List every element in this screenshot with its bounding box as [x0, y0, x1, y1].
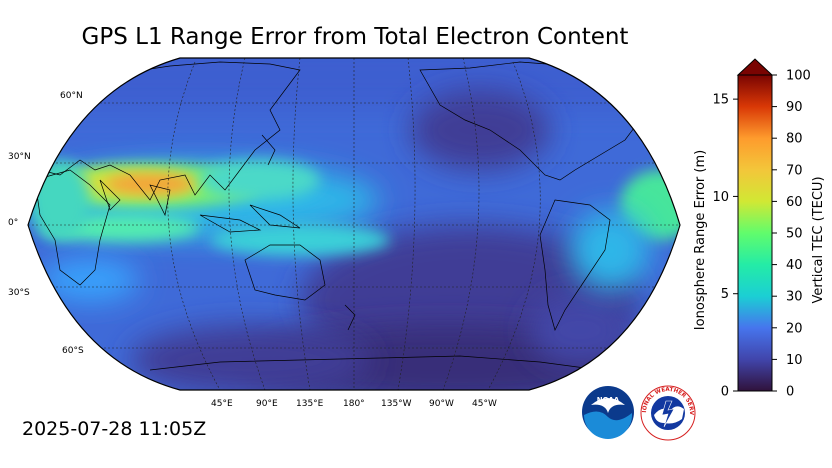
- lon-label-135w: 135°W: [381, 399, 412, 409]
- lat-label-30n: 30°N: [8, 152, 31, 162]
- colorbar-gradient: [737, 74, 773, 392]
- right-tick-label: 80: [786, 132, 803, 147]
- right-tick-label: 40: [786, 258, 803, 273]
- right-tick-label: 100: [786, 69, 811, 84]
- left-tick-label: 0: [721, 385, 729, 400]
- map-border: [27, 57, 681, 391]
- lat-label-60n: 60°N: [60, 91, 83, 101]
- right-tick-label: 10: [786, 353, 803, 368]
- lon-label-45w: 45°W: [472, 399, 497, 409]
- right-axis-label: Vertical TEC (TECU): [811, 176, 826, 303]
- left-axis-label: Ionosphere Range Error (m): [693, 150, 708, 330]
- lon-label-135e: 135°E: [296, 399, 324, 409]
- right-tick-label: 50: [786, 227, 803, 242]
- page-title: GPS L1 Range Error from Total Electron C…: [81, 24, 629, 50]
- lon-label-90e: 90°E: [256, 399, 278, 409]
- lon-label-90w: 90°W: [429, 399, 454, 409]
- right-tick-label: 70: [786, 163, 803, 178]
- right-tick-label: 0: [786, 385, 794, 400]
- lon-label-45e: 45°E: [211, 399, 233, 409]
- noaa-logo-text: NOAA: [597, 396, 620, 404]
- right-tick-label: 30: [786, 290, 803, 305]
- lat-label-0: 0°: [8, 218, 18, 228]
- right-tick-label: 90: [786, 100, 803, 115]
- right-tick-label: 20: [786, 321, 803, 336]
- right-tick-label: 60: [786, 195, 803, 210]
- lat-label-60s: 60°S: [62, 346, 84, 356]
- noaa-logo: NOAA: [582, 386, 634, 439]
- colorbar-extend-arrow: [736, 58, 774, 76]
- left-tick-label: 5: [721, 287, 729, 302]
- lon-label-180: 180°: [343, 399, 365, 409]
- timestamp: 2025-07-28 11:05Z: [22, 418, 207, 440]
- nws-logo: NATIONAL WEATHER SERVICE: [640, 385, 696, 441]
- colorbar-ticks: 0 10 20 30 40 50 60 70 80 90 100 0 5 10 15: [712, 69, 810, 400]
- graticule: [28, 58, 680, 390]
- lat-label-30s: 30°S: [8, 288, 30, 298]
- tec-field: [28, 58, 680, 390]
- coastlines: [34, 61, 651, 371]
- colorbar: 0 10 20 30 40 50 60 70 80 90 100 0 5 10 15 Ionosphere …: [693, 58, 826, 400]
- left-tick-label: 15: [712, 93, 729, 108]
- left-tick-label: 10: [712, 190, 729, 205]
